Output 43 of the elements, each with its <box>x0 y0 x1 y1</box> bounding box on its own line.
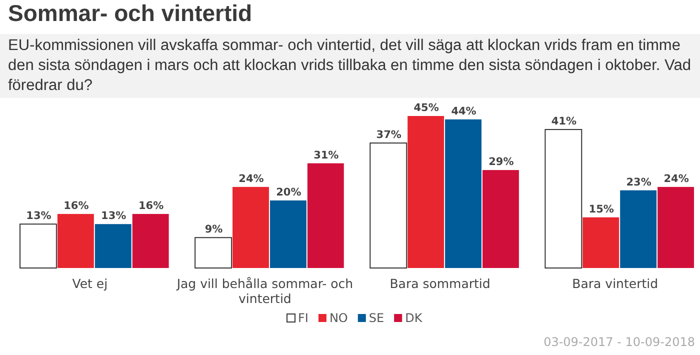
legend-label: NO <box>329 311 348 325</box>
bar <box>270 200 306 268</box>
legend-label: FI <box>298 311 308 325</box>
bar <box>94 224 132 268</box>
legend-label: DK <box>405 311 424 325</box>
bar <box>544 129 582 268</box>
data-label: 15% <box>588 203 614 216</box>
x-tick-label: Bara vintertid <box>572 276 658 291</box>
x-tick-label: Vet ej <box>72 276 108 291</box>
bar <box>57 214 94 268</box>
data-label: 44% <box>451 105 477 118</box>
bar <box>482 170 519 268</box>
data-label: 24% <box>238 172 264 185</box>
bar <box>307 163 344 268</box>
bar <box>194 237 232 268</box>
bar <box>408 116 444 268</box>
legend-label: SE <box>368 311 384 325</box>
bar <box>132 214 169 268</box>
chart-title: Sommar- och vintertid <box>8 0 252 27</box>
x-tick-label: Jag vill behålla sommar- och vintertid <box>176 276 354 306</box>
bar <box>232 186 269 268</box>
data-label: 37% <box>376 129 402 142</box>
bar <box>658 186 694 268</box>
data-label: 31% <box>314 149 340 162</box>
data-label: 16% <box>138 200 164 212</box>
data-label: 41% <box>551 116 577 128</box>
data-label: 24% <box>664 172 690 185</box>
data-label: 29% <box>488 156 514 168</box>
text: 03-09-2017 - 10-09-2018 <box>544 335 695 349</box>
bar <box>445 119 482 268</box>
data-label: 13% <box>101 210 127 222</box>
bar <box>370 142 408 268</box>
data-label: 9% <box>204 224 224 236</box>
data-label: 16% <box>64 200 90 212</box>
bar <box>620 190 657 268</box>
data-label: 45% <box>414 102 440 114</box>
bar <box>20 224 57 268</box>
data-label: 13% <box>26 210 52 222</box>
x-tick-label: Bara sommartid <box>390 276 490 291</box>
bar <box>582 217 620 268</box>
data-label: 20% <box>276 186 302 198</box>
chart-subtitle: EU-kommissionen vill avskaffa sommar- och vintertid, det vill säga att klockan vrids fram en timme den sista söndagen i mars och att klockan vrids tillbaka en timme den sista söndagen i oktober. Vad föredrar du? <box>0 34 700 98</box>
data-label: 23% <box>626 176 652 188</box>
